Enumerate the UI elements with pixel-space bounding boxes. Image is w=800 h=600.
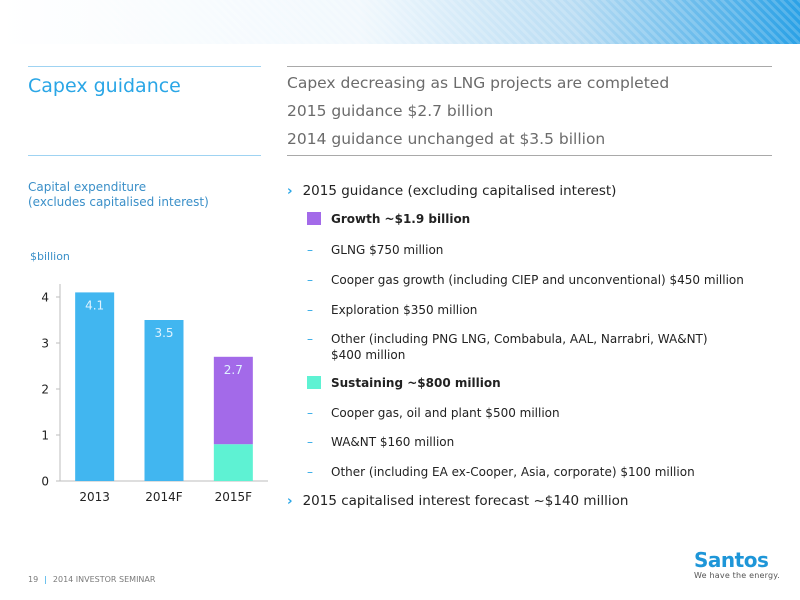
chart-ylabel: $billion	[30, 250, 70, 263]
growth-swatch	[307, 212, 321, 225]
dash-icon: –	[307, 303, 313, 317]
growth-item-text: Exploration $350 million	[331, 303, 478, 317]
growth-other-line-2: $400 million	[331, 348, 406, 362]
title-bottom-divider	[28, 155, 261, 156]
headline-top-divider	[287, 66, 772, 67]
bar-value-label: 2.7	[224, 363, 243, 377]
sustaining-label: Sustaining ~$800 million	[331, 376, 501, 390]
headline-block: Capex decreasing as LNG projects are com…	[287, 69, 669, 153]
bar-value-label: 3.5	[154, 326, 173, 340]
sustaining-item-text: WA&NT $160 million	[331, 435, 455, 449]
sustaining-item: – Cooper gas, oil and plant $500 million	[307, 405, 560, 421]
title-top-divider	[28, 66, 261, 67]
y-tick-label: 3	[41, 337, 49, 351]
growth-item: – Exploration $350 million	[307, 302, 477, 318]
x-tick-label: 2015F	[215, 490, 253, 504]
growth-other-line-1: Other (including PNG LNG, Combabula, AAL…	[331, 332, 708, 346]
sustaining-item-text: Cooper gas, oil and plant $500 million	[331, 406, 560, 420]
sustaining-item: – Other (including EA ex-Cooper, Asia, co…	[307, 464, 695, 480]
sustaining-item-text: Other (including EA ex-Cooper, Asia, cor…	[331, 465, 695, 479]
bar-2015F-sustaining	[213, 444, 253, 481]
page-number: 19	[28, 575, 39, 584]
bar-2014F	[144, 320, 184, 481]
sustaining-item: – WA&NT $160 million	[307, 434, 454, 450]
growth-category: Growth ~$1.9 billion	[307, 212, 470, 226]
guidance-bullet-2: › 2015 capitalised interest forecast ~$14…	[287, 493, 628, 509]
footer-separator: |	[44, 575, 47, 584]
bar-2013	[75, 292, 115, 481]
growth-item-other: – Other (including PNG LNG, Combabula, AA…	[307, 331, 708, 363]
footer: 19 | 2014 INVESTOR SEMINAR	[28, 575, 155, 584]
growth-item: – Cooper gas growth (including CIEP and u…	[307, 272, 744, 288]
sustaining-swatch	[307, 376, 321, 389]
chart-caption-line-1: Capital expenditure	[28, 180, 147, 194]
x-tick-label: 2014F	[145, 490, 183, 504]
footer-event: 2014 INVESTOR SEMINAR	[52, 575, 156, 584]
slide-title: Capex guidance	[28, 75, 181, 97]
chart-caption-line-2: (excludes capitalised interest)	[28, 195, 209, 209]
guidance-bullet-1-text: 2015 guidance (excluding capitalised int…	[302, 183, 617, 199]
dash-icon: –	[307, 465, 313, 479]
guidance-bullet-1: › 2015 guidance (excluding capitalised in…	[287, 183, 616, 199]
y-tick-label: 2	[41, 383, 49, 397]
logo-brand: Santos	[694, 548, 769, 572]
capex-chart-svg: $billion 0 1 2 3 4 4.1 2013 3.5 2014F 2.7 2015F	[30, 250, 268, 504]
bar-2015F-growth	[213, 356, 253, 445]
y-tick-label: 1	[41, 429, 49, 443]
capex-chart: $billion 0 1 2 3 4 4.1 2013 3.5 2014F 2.7 2015F	[20, 245, 280, 519]
y-tick-label: 4	[41, 291, 49, 305]
dash-icon: –	[307, 435, 313, 449]
growth-item: – GLNG $750 million	[307, 242, 443, 258]
chevron-right-icon: ›	[287, 493, 293, 509]
bar-value-label: 4.1	[85, 298, 104, 312]
santos-logo: Santos We have the energy.	[694, 549, 780, 580]
logo-tagline: We have the energy.	[694, 571, 780, 580]
chart-caption: Capital expenditure (excludes capitalise…	[28, 180, 209, 210]
headline-bottom-divider	[287, 155, 772, 156]
headline-line-3: 2014 guidance unchanged at $3.5 billion	[287, 130, 606, 148]
y-tick-label: 0	[41, 475, 49, 489]
dash-icon: –	[307, 406, 313, 420]
sustaining-category: Sustaining ~$800 million	[307, 376, 501, 390]
growth-item-text: GLNG $750 million	[331, 243, 444, 257]
growth-label: Growth ~$1.9 billion	[331, 212, 471, 226]
growth-item-text: Cooper gas growth (including CIEP and un…	[331, 273, 744, 287]
headline-line-1: Capex decreasing as LNG projects are com…	[287, 74, 670, 92]
chevron-right-icon: ›	[287, 183, 293, 199]
dash-icon: –	[307, 332, 313, 346]
dash-icon: –	[307, 243, 313, 257]
header-banner	[0, 0, 800, 44]
x-tick-label: 2013	[79, 490, 110, 504]
dash-icon: –	[307, 273, 313, 287]
guidance-bullet-2-text: 2015 capitalised interest forecast ~$140…	[302, 493, 629, 509]
headline-line-2: 2015 guidance $2.7 billion	[287, 102, 494, 120]
